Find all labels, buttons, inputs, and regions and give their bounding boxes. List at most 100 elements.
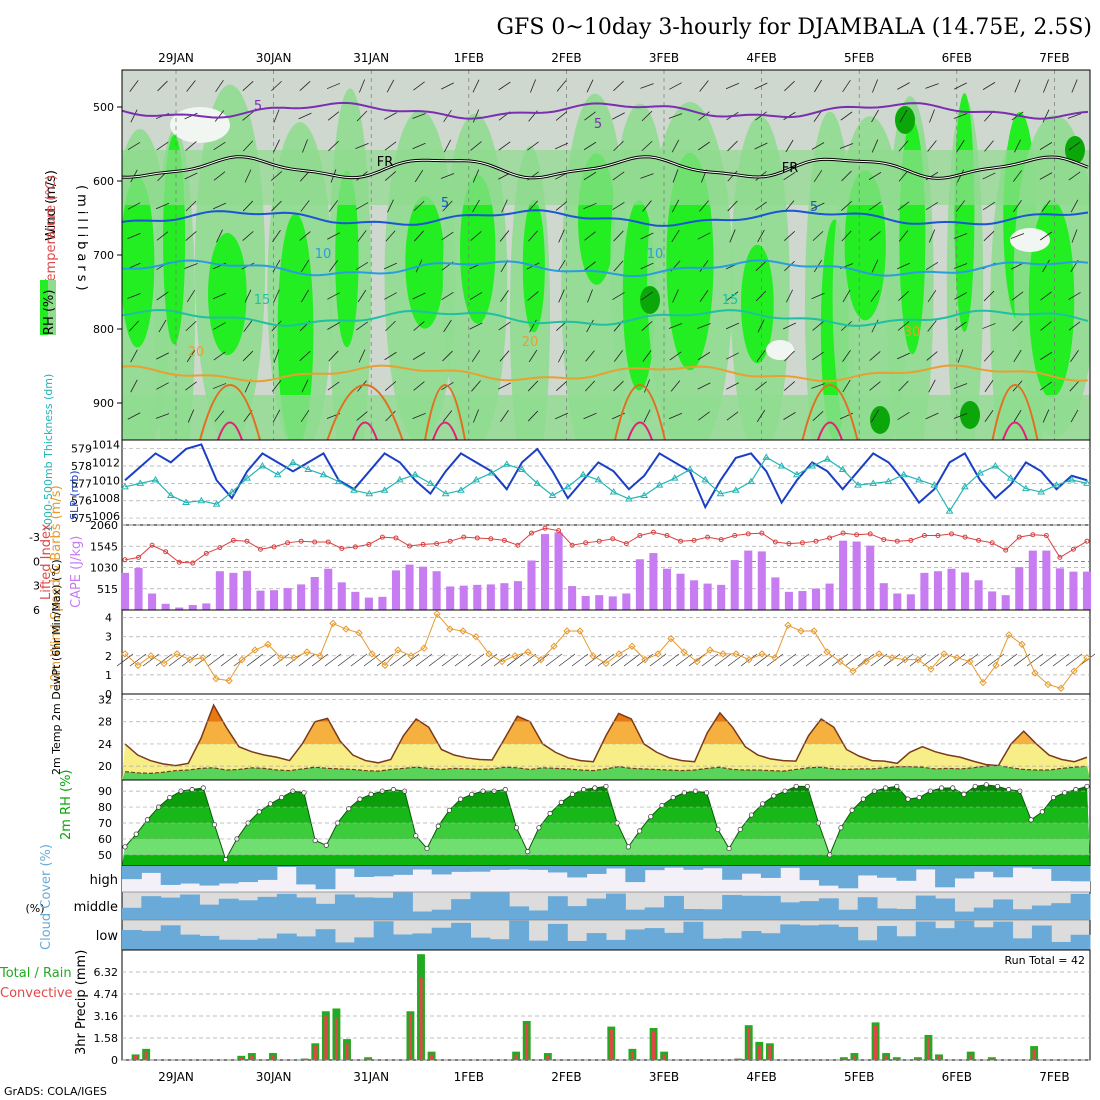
wind-speed-point bbox=[173, 650, 181, 658]
wind-barb bbox=[443, 139, 452, 153]
lifted-index-point bbox=[623, 541, 629, 547]
wind-barb bbox=[642, 350, 652, 362]
lifted-index-point bbox=[556, 528, 562, 534]
cape-bar bbox=[256, 590, 265, 610]
wind-barb bbox=[1070, 409, 1079, 423]
lifted-index-point bbox=[583, 540, 589, 546]
cape-bar bbox=[974, 580, 983, 610]
cape-bar bbox=[283, 588, 292, 610]
precip-convective-bar bbox=[366, 1058, 370, 1060]
lifted-index-point bbox=[840, 530, 846, 536]
slp-axis-label: SLP (mb) bbox=[68, 470, 81, 520]
lifted-index-point bbox=[136, 554, 142, 560]
thickness-point bbox=[792, 470, 801, 478]
wind-barb-10m bbox=[441, 653, 459, 667]
wind-barb bbox=[755, 381, 767, 391]
wind-speed-point bbox=[862, 657, 870, 666]
wind-speed-point bbox=[329, 619, 337, 628]
wind-barb-10m bbox=[389, 653, 407, 667]
cloud-cell bbox=[451, 866, 471, 872]
wind-barb bbox=[1039, 351, 1053, 361]
wind-tick-label: 2 bbox=[105, 650, 112, 663]
wind-barb bbox=[472, 169, 480, 183]
lifted-index-point bbox=[366, 541, 372, 547]
cloud-cell bbox=[141, 930, 162, 950]
wind-barb-10m bbox=[480, 653, 498, 667]
rh-point bbox=[726, 845, 732, 852]
rh-point bbox=[1050, 794, 1056, 801]
cape-li-plot: -3 0 3 6 515 1030 1545 2060 bbox=[29, 519, 1092, 617]
cape-bar bbox=[988, 591, 997, 610]
date-label-top: 31JAN bbox=[353, 51, 389, 65]
wind-barb-10m bbox=[571, 653, 589, 667]
wind-barb bbox=[555, 201, 568, 211]
cape-bar bbox=[351, 591, 360, 610]
wind-barb bbox=[185, 320, 197, 332]
lifted-index-point bbox=[285, 540, 291, 546]
wind-speed-point bbox=[433, 610, 441, 618]
rh-point bbox=[905, 796, 911, 802]
cloud-cell bbox=[993, 921, 1014, 950]
wind-barb-10m bbox=[1078, 653, 1096, 667]
cape-bar bbox=[662, 568, 672, 610]
thickness-slp-plot: 575 576 577 578 579 1006 1008 1010 1012 1014 bbox=[71, 438, 1091, 525]
cape-bar bbox=[175, 607, 184, 610]
wind-barb bbox=[358, 349, 366, 363]
pressure-axis-label: (millibars) bbox=[74, 185, 89, 295]
wind-barb bbox=[668, 412, 683, 420]
precip-convective-bar bbox=[408, 1014, 413, 1060]
rh-saturated-cell bbox=[954, 93, 975, 332]
thickness-point bbox=[136, 479, 145, 486]
wind-barb-10m bbox=[584, 653, 602, 667]
rh-point bbox=[458, 796, 464, 802]
wind-barb bbox=[442, 200, 453, 212]
thickness-point bbox=[945, 507, 954, 514]
cloud-cell bbox=[838, 866, 859, 889]
rh-point bbox=[804, 783, 810, 789]
wind-barb bbox=[128, 320, 140, 332]
cloud-cell bbox=[799, 925, 820, 950]
cloud-cell bbox=[799, 866, 820, 881]
wind-barb bbox=[359, 79, 365, 93]
thickness-point bbox=[319, 470, 328, 478]
date-label-top: 5FEB bbox=[844, 51, 874, 65]
wind-speed-point bbox=[199, 654, 207, 662]
wind-barb bbox=[557, 259, 566, 273]
cape-bar bbox=[134, 567, 143, 610]
lifted-index-point bbox=[894, 538, 900, 544]
wind-barb bbox=[586, 319, 594, 333]
cloud-cell bbox=[877, 866, 897, 878]
wind-barb bbox=[498, 321, 511, 331]
wind-speed-point bbox=[771, 654, 779, 662]
rh-saturated-cell bbox=[622, 200, 656, 391]
warm-contour-arch bbox=[199, 384, 261, 440]
wind-speed-point bbox=[1018, 640, 1026, 649]
cape-bar bbox=[364, 597, 373, 610]
thickness-tick-label: 575 bbox=[71, 512, 92, 525]
wind-barb bbox=[641, 140, 653, 152]
wind-barb bbox=[839, 143, 854, 149]
wind-barb bbox=[356, 321, 368, 331]
wind-barb bbox=[898, 380, 909, 392]
upper-air-grid bbox=[175, 70, 1055, 440]
wind-barb bbox=[613, 350, 624, 362]
wind-barb-10m bbox=[493, 653, 511, 667]
cloud-cell bbox=[509, 866, 530, 870]
cloud-cell bbox=[1012, 866, 1033, 868]
wind-barb bbox=[1012, 170, 1023, 182]
cape-bar bbox=[839, 540, 848, 610]
wind-barb bbox=[925, 412, 939, 420]
wind-barb bbox=[327, 232, 340, 240]
wind-speed-line bbox=[124, 612, 1088, 689]
wind-barb bbox=[699, 260, 709, 272]
wind-barb bbox=[953, 413, 968, 419]
thickness-line bbox=[124, 456, 1088, 513]
wind-barb bbox=[470, 141, 482, 151]
cape-bar bbox=[297, 584, 306, 610]
cloud-cell bbox=[915, 866, 936, 870]
precip-convective-bar bbox=[525, 1023, 529, 1060]
wind-barb-10m bbox=[506, 653, 524, 667]
cloud-cell bbox=[547, 866, 568, 873]
wind-barb bbox=[130, 109, 138, 123]
